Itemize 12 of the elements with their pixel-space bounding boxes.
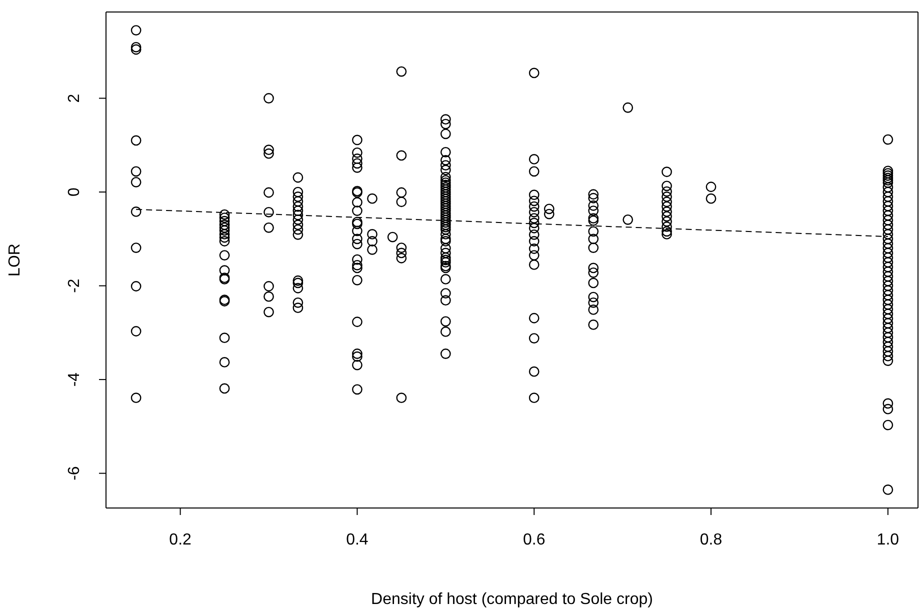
x-axis-title: Density of host (compared to Sole crop): [371, 591, 653, 608]
y-tick-label: 2: [66, 94, 83, 103]
x-tick-label: 0.8: [700, 531, 722, 548]
y-tick-label: 0: [66, 187, 83, 196]
y-tick-label: -4: [66, 372, 83, 387]
x-tick-label: 0.6: [522, 531, 546, 548]
x-tick-label: 0.2: [169, 531, 192, 548]
y-axis-title: LOR: [6, 244, 24, 276]
y-tick-label: -6: [66, 466, 83, 480]
y-tick-label: -2: [66, 278, 83, 293]
x-tick-label: 0.4: [346, 531, 368, 548]
x-tick-label: 1.0: [876, 531, 900, 548]
